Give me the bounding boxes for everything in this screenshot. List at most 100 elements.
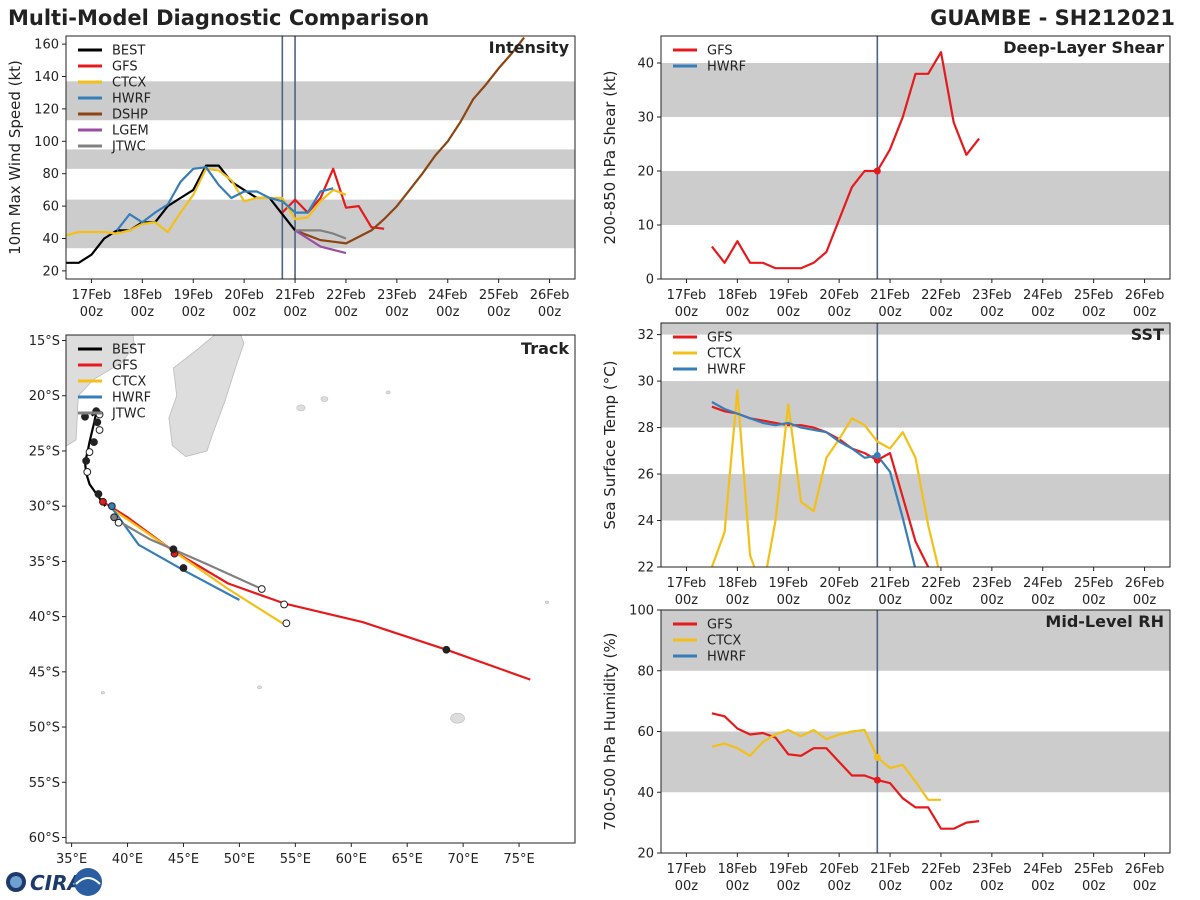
band — [661, 381, 1170, 428]
x-tick-hour: 00z — [878, 879, 902, 894]
x-tick-hour: 00z — [980, 593, 1004, 608]
legend-label-hwrf: HWRF — [707, 363, 746, 378]
series-gfs — [281, 167, 385, 230]
panel-title: Deep-Layer Shear — [1003, 38, 1164, 57]
y-tick-label: 0 — [646, 273, 654, 288]
x-tick-label: 22Feb — [921, 288, 961, 303]
lon-tick-label: 50°E — [224, 852, 255, 867]
track-ctcx — [110, 507, 285, 626]
x-tick-label: 18Feb — [718, 288, 758, 303]
panel-title: Mid-Level RH — [1045, 612, 1164, 631]
x-tick-label: 26Feb — [530, 288, 570, 303]
track-marker — [114, 518, 123, 527]
track-marker — [93, 418, 102, 427]
series-gfs — [711, 712, 980, 830]
y-tick-label: 22 — [637, 561, 654, 576]
legend-label-ctcx: CTCX — [707, 634, 741, 649]
y-tick-label: 80 — [42, 167, 59, 182]
x-tick-hour: 00z — [777, 593, 801, 608]
track-marker — [85, 448, 94, 456]
x-tick-hour: 00z — [827, 305, 851, 320]
legend-label-dshp: DSHP — [112, 108, 148, 123]
lon-tick-label: 40°E — [112, 852, 143, 867]
x-tick-label: 21Feb — [275, 288, 315, 303]
panel-rh: 20 40 60 80 100 17Feb 00z 18Feb 00z 19Feb 00z 20Feb… — [601, 604, 1171, 894]
lon-tick-label: 75°E — [503, 852, 534, 867]
x-tick-label: 17Feb — [72, 288, 112, 303]
x-tick-label: 23Feb — [377, 288, 417, 303]
x-tick-hour: 00z — [929, 879, 953, 894]
legend-label-gfs: GFS — [707, 44, 733, 59]
panel-title: SST — [1131, 325, 1164, 344]
series-dshp — [294, 36, 525, 245]
band — [661, 171, 1170, 225]
y-tick-label: 160 — [34, 38, 59, 53]
y-tick-label: 60 — [42, 200, 59, 215]
lon-tick-label: 45°E — [168, 852, 199, 867]
island — [545, 600, 550, 604]
y-tick-label: 140 — [34, 70, 59, 85]
x-tick-label: 25Feb — [1074, 862, 1114, 877]
y-tick-label: 30 — [637, 111, 654, 126]
track-jtwc — [111, 516, 263, 591]
x-tick-hour: 00z — [131, 305, 155, 320]
track-marker — [280, 600, 289, 609]
x-tick-hour: 00z — [777, 879, 801, 894]
x-tick-hour: 00z — [1082, 593, 1106, 608]
axes-frame — [660, 35, 1171, 280]
x-tick-label: 26Feb — [1125, 288, 1165, 303]
x-tick-label: 24Feb — [1023, 576, 1063, 591]
lon-tick-label: 55°E — [280, 852, 311, 867]
series-group — [711, 51, 980, 270]
panel-sst: 22 24 26 28 30 32 17Feb 00z 18Feb 00z 19Feb 00z 20Fe… — [601, 322, 1171, 608]
y-axis-label: 10m Max Wind Speed (kt) — [6, 60, 24, 255]
series-best — [66, 164, 296, 265]
panel-title: Intensity — [489, 38, 570, 57]
x-tick-hour: 00z — [1031, 593, 1055, 608]
figure-title: Multi-Model Diagnostic Comparison — [8, 6, 429, 30]
x-tick-label: 18Feb — [718, 862, 758, 877]
x-tick-label: 20Feb — [819, 862, 859, 877]
x-tick-hour: 00z — [1133, 879, 1157, 894]
track-marker — [94, 490, 103, 498]
track-marker — [110, 513, 119, 522]
panel-intensity: 20 40 60 80 100 120 140 160 17Feb 00z 18Feb 00z 19Fe… — [6, 35, 576, 320]
x-tick-hour: 00z — [1082, 305, 1106, 320]
series-group — [710, 389, 940, 567]
legend-label-best: BEST — [112, 44, 145, 59]
x-tick-label: 26Feb — [1125, 576, 1165, 591]
x-tick-label: 23Feb — [972, 576, 1012, 591]
legend-label-ctcx: CTCX — [112, 76, 146, 91]
series-hwrf — [116, 166, 334, 232]
x-tick-hour: 00z — [232, 305, 256, 320]
x-tick-hour: 00z — [1133, 593, 1157, 608]
axes-frame — [65, 35, 576, 280]
x-tick-hour: 00z — [827, 593, 851, 608]
x-tick-label: 25Feb — [479, 288, 519, 303]
x-tick-hour: 00z — [980, 879, 1004, 894]
island — [450, 712, 465, 724]
panels: 2040608010012014016017Feb00z18Feb00z19Fe… — [6, 35, 1171, 894]
x-tick-label: 23Feb — [972, 288, 1012, 303]
legend-label-ctcx: CTCX — [112, 375, 146, 390]
x-tick-hour: 00z — [726, 305, 750, 320]
panel-title: Track — [521, 339, 569, 358]
legend-label-gfs: GFS — [112, 359, 138, 374]
x-tick-hour: 00z — [334, 305, 358, 320]
y-tick-label: 80 — [637, 664, 654, 679]
x-tick-label: 19Feb — [768, 862, 808, 877]
africa-landmass — [66, 335, 135, 480]
track-marker — [95, 426, 104, 434]
x-tick-label: 20Feb — [819, 576, 859, 591]
lat-tick-label: 35°S — [29, 555, 60, 570]
axes-frame — [660, 322, 1171, 568]
track-marker — [107, 502, 116, 511]
island — [320, 396, 329, 402]
island — [100, 691, 105, 695]
series-group — [711, 712, 980, 830]
x-tick-label: 26Feb — [1125, 862, 1165, 877]
x-tick-label: 22Feb — [921, 576, 961, 591]
